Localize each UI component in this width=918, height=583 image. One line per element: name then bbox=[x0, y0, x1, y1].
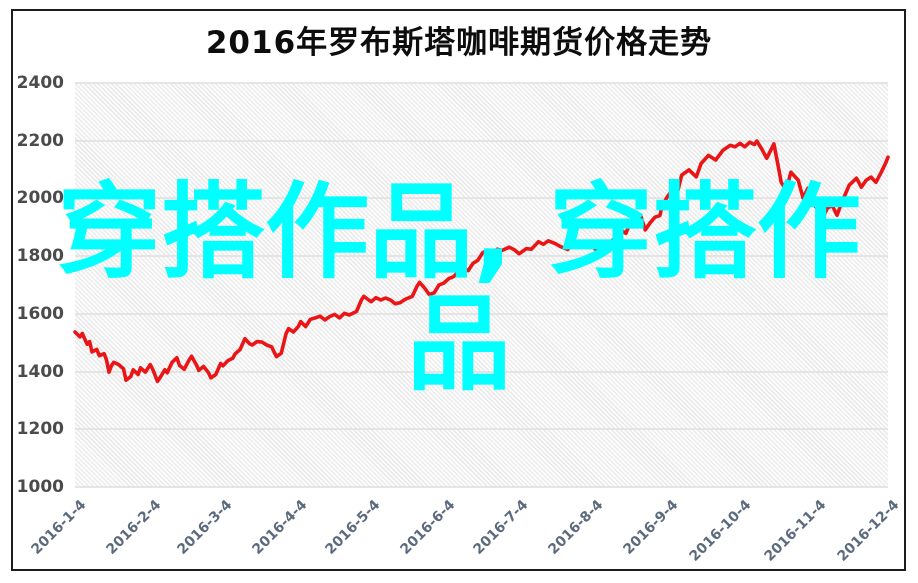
x-axis-tick-label: 2016-10-4 bbox=[686, 497, 755, 565]
chart-title: 2016年罗布斯塔咖啡期货价格走势 bbox=[205, 25, 713, 61]
x-axis-tick-label: 2016-9-4 bbox=[620, 497, 682, 558]
x-axis-tick-label: 2016-7-4 bbox=[470, 497, 532, 558]
y-axis-tick-label: 1400 bbox=[16, 361, 64, 382]
y-axis-tick-label: 2400 bbox=[16, 73, 64, 93]
y-axis-tick-label: 1600 bbox=[16, 303, 64, 324]
plot-area bbox=[73, 82, 890, 488]
y-axis-tick-label: 2200 bbox=[16, 130, 64, 151]
gridline bbox=[75, 486, 888, 488]
price-line-chart bbox=[73, 139, 890, 384]
gridline bbox=[75, 197, 888, 200]
y-axis-tick-label: 1200 bbox=[16, 419, 64, 440]
gridline bbox=[75, 370, 888, 373]
gridline bbox=[75, 428, 888, 431]
x-axis-tick-label: 2016-3-4 bbox=[174, 497, 235, 558]
x-axis-tick-label: 2016-11-4 bbox=[761, 497, 830, 565]
gridline bbox=[75, 312, 888, 315]
y-axis-tick-label: 2000 bbox=[16, 188, 64, 209]
price-line-series bbox=[73, 139, 890, 384]
x-axis-tick-label: 2016-4-4 bbox=[249, 497, 311, 558]
x-axis-tick-label: 2016-12-4 bbox=[834, 497, 903, 565]
x-axis-tick-label: 2016-8-4 bbox=[545, 497, 607, 558]
y-axis-tick-label: 1000 bbox=[16, 477, 64, 497]
x-axis-tick-label: 2016-5-4 bbox=[322, 497, 383, 558]
gridline bbox=[75, 82, 888, 84]
x-axis-tick-label: 2016-2-4 bbox=[103, 497, 165, 558]
x-axis-tick-label: 2016-1-4 bbox=[28, 497, 90, 558]
x-axis-tick-label: 2016-6-4 bbox=[397, 497, 459, 558]
gridline bbox=[75, 139, 888, 142]
y-axis-tick-label: 1800 bbox=[16, 246, 64, 267]
